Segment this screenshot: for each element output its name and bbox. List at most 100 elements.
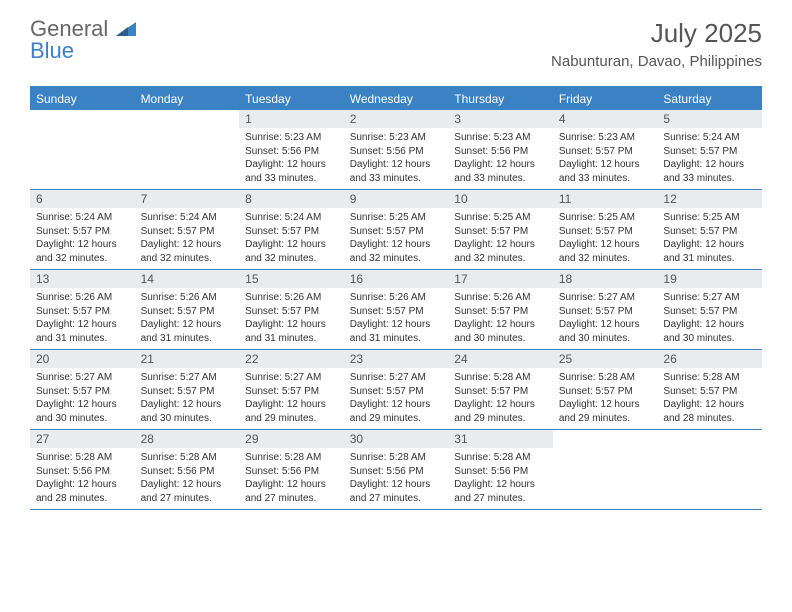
logo-text: General Blue xyxy=(30,18,136,62)
day-data: Sunrise: 5:24 AMSunset: 5:57 PMDaylight:… xyxy=(30,208,135,269)
day-data: Sunrise: 5:27 AMSunset: 5:57 PMDaylight:… xyxy=(30,368,135,429)
day-number: 17 xyxy=(448,270,553,288)
day-cell: 5Sunrise: 5:24 AMSunset: 5:57 PMDaylight… xyxy=(657,110,762,189)
day-number: 5 xyxy=(657,110,762,128)
day-cell: 18Sunrise: 5:27 AMSunset: 5:57 PMDayligh… xyxy=(553,270,658,349)
day-data: Sunrise: 5:28 AMSunset: 5:56 PMDaylight:… xyxy=(448,448,553,509)
day-number: 29 xyxy=(239,430,344,448)
day-header-fri: Friday xyxy=(553,88,658,110)
day-data: Sunrise: 5:27 AMSunset: 5:57 PMDaylight:… xyxy=(239,368,344,429)
logo-triangle-icon xyxy=(116,22,136,36)
day-cell: 14Sunrise: 5:26 AMSunset: 5:57 PMDayligh… xyxy=(135,270,240,349)
day-cell: 10Sunrise: 5:25 AMSunset: 5:57 PMDayligh… xyxy=(448,190,553,269)
day-cell: 19Sunrise: 5:27 AMSunset: 5:57 PMDayligh… xyxy=(657,270,762,349)
day-cell: 21Sunrise: 5:27 AMSunset: 5:57 PMDayligh… xyxy=(135,350,240,429)
day-cell: 23Sunrise: 5:27 AMSunset: 5:57 PMDayligh… xyxy=(344,350,449,429)
day-cell: 8Sunrise: 5:24 AMSunset: 5:57 PMDaylight… xyxy=(239,190,344,269)
day-data: Sunrise: 5:26 AMSunset: 5:57 PMDaylight:… xyxy=(448,288,553,349)
day-number xyxy=(553,430,658,434)
day-number: 19 xyxy=(657,270,762,288)
day-number: 3 xyxy=(448,110,553,128)
day-cell: 3Sunrise: 5:23 AMSunset: 5:56 PMDaylight… xyxy=(448,110,553,189)
day-number: 9 xyxy=(344,190,449,208)
day-data: Sunrise: 5:27 AMSunset: 5:57 PMDaylight:… xyxy=(657,288,762,349)
day-header-mon: Monday xyxy=(135,88,240,110)
day-cell: 7Sunrise: 5:24 AMSunset: 5:57 PMDaylight… xyxy=(135,190,240,269)
day-data: Sunrise: 5:25 AMSunset: 5:57 PMDaylight:… xyxy=(344,208,449,269)
day-data: Sunrise: 5:23 AMSunset: 5:56 PMDaylight:… xyxy=(344,128,449,189)
day-data: Sunrise: 5:28 AMSunset: 5:57 PMDaylight:… xyxy=(553,368,658,429)
location: Nabunturan, Davao, Philippines xyxy=(551,53,762,70)
day-data: Sunrise: 5:26 AMSunset: 5:57 PMDaylight:… xyxy=(30,288,135,349)
day-data: Sunrise: 5:26 AMSunset: 5:57 PMDaylight:… xyxy=(344,288,449,349)
day-cell xyxy=(30,110,135,189)
day-cell: 30Sunrise: 5:28 AMSunset: 5:56 PMDayligh… xyxy=(344,430,449,509)
title-block: July 2025 Nabunturan, Davao, Philippines xyxy=(551,18,762,70)
day-cell: 28Sunrise: 5:28 AMSunset: 5:56 PMDayligh… xyxy=(135,430,240,509)
logo: General Blue xyxy=(30,18,136,62)
day-number: 7 xyxy=(135,190,240,208)
day-cell: 22Sunrise: 5:27 AMSunset: 5:57 PMDayligh… xyxy=(239,350,344,429)
day-cell: 20Sunrise: 5:27 AMSunset: 5:57 PMDayligh… xyxy=(30,350,135,429)
day-data: Sunrise: 5:24 AMSunset: 5:57 PMDaylight:… xyxy=(657,128,762,189)
day-cell: 17Sunrise: 5:26 AMSunset: 5:57 PMDayligh… xyxy=(448,270,553,349)
day-cell: 25Sunrise: 5:28 AMSunset: 5:57 PMDayligh… xyxy=(553,350,658,429)
day-cell: 31Sunrise: 5:28 AMSunset: 5:56 PMDayligh… xyxy=(448,430,553,509)
day-number: 4 xyxy=(553,110,658,128)
day-number: 24 xyxy=(448,350,553,368)
day-header-sun: Sunday xyxy=(30,88,135,110)
day-data: Sunrise: 5:23 AMSunset: 5:56 PMDaylight:… xyxy=(239,128,344,189)
calendar: Sunday Monday Tuesday Wednesday Thursday… xyxy=(30,86,762,510)
day-header-sat: Saturday xyxy=(657,88,762,110)
day-data: Sunrise: 5:27 AMSunset: 5:57 PMDaylight:… xyxy=(135,368,240,429)
day-cell: 2Sunrise: 5:23 AMSunset: 5:56 PMDaylight… xyxy=(344,110,449,189)
day-number: 16 xyxy=(344,270,449,288)
logo-line2: Blue xyxy=(30,38,74,63)
day-number: 2 xyxy=(344,110,449,128)
week-row: 6Sunrise: 5:24 AMSunset: 5:57 PMDaylight… xyxy=(30,190,762,270)
day-data: Sunrise: 5:23 AMSunset: 5:56 PMDaylight:… xyxy=(448,128,553,189)
day-number: 22 xyxy=(239,350,344,368)
day-cell: 26Sunrise: 5:28 AMSunset: 5:57 PMDayligh… xyxy=(657,350,762,429)
month-title: July 2025 xyxy=(551,18,762,49)
day-cell: 24Sunrise: 5:28 AMSunset: 5:57 PMDayligh… xyxy=(448,350,553,429)
day-number: 28 xyxy=(135,430,240,448)
day-cell: 6Sunrise: 5:24 AMSunset: 5:57 PMDaylight… xyxy=(30,190,135,269)
day-data: Sunrise: 5:25 AMSunset: 5:57 PMDaylight:… xyxy=(553,208,658,269)
day-data: Sunrise: 5:28 AMSunset: 5:56 PMDaylight:… xyxy=(30,448,135,509)
day-data: Sunrise: 5:28 AMSunset: 5:57 PMDaylight:… xyxy=(657,368,762,429)
day-data: Sunrise: 5:24 AMSunset: 5:57 PMDaylight:… xyxy=(239,208,344,269)
day-data: Sunrise: 5:28 AMSunset: 5:56 PMDaylight:… xyxy=(135,448,240,509)
day-header-row: Sunday Monday Tuesday Wednesday Thursday… xyxy=(30,88,762,110)
day-data: Sunrise: 5:27 AMSunset: 5:57 PMDaylight:… xyxy=(553,288,658,349)
week-row: 1Sunrise: 5:23 AMSunset: 5:56 PMDaylight… xyxy=(30,110,762,190)
day-cell xyxy=(135,110,240,189)
day-number xyxy=(657,430,762,434)
day-cell: 11Sunrise: 5:25 AMSunset: 5:57 PMDayligh… xyxy=(553,190,658,269)
day-data: Sunrise: 5:28 AMSunset: 5:56 PMDaylight:… xyxy=(344,448,449,509)
header: General Blue July 2025 Nabunturan, Davao… xyxy=(0,0,792,76)
day-data: Sunrise: 5:27 AMSunset: 5:57 PMDaylight:… xyxy=(344,368,449,429)
day-data: Sunrise: 5:23 AMSunset: 5:57 PMDaylight:… xyxy=(553,128,658,189)
day-cell: 27Sunrise: 5:28 AMSunset: 5:56 PMDayligh… xyxy=(30,430,135,509)
week-row: 13Sunrise: 5:26 AMSunset: 5:57 PMDayligh… xyxy=(30,270,762,350)
day-number: 1 xyxy=(239,110,344,128)
week-row: 27Sunrise: 5:28 AMSunset: 5:56 PMDayligh… xyxy=(30,430,762,510)
day-cell: 1Sunrise: 5:23 AMSunset: 5:56 PMDaylight… xyxy=(239,110,344,189)
day-number: 25 xyxy=(553,350,658,368)
day-data: Sunrise: 5:28 AMSunset: 5:57 PMDaylight:… xyxy=(448,368,553,429)
day-header-wed: Wednesday xyxy=(344,88,449,110)
day-number: 31 xyxy=(448,430,553,448)
day-cell: 4Sunrise: 5:23 AMSunset: 5:57 PMDaylight… xyxy=(553,110,658,189)
day-data: Sunrise: 5:26 AMSunset: 5:57 PMDaylight:… xyxy=(135,288,240,349)
day-number: 15 xyxy=(239,270,344,288)
day-cell: 12Sunrise: 5:25 AMSunset: 5:57 PMDayligh… xyxy=(657,190,762,269)
day-number: 10 xyxy=(448,190,553,208)
day-data: Sunrise: 5:25 AMSunset: 5:57 PMDaylight:… xyxy=(448,208,553,269)
day-number xyxy=(135,110,240,114)
day-cell: 9Sunrise: 5:25 AMSunset: 5:57 PMDaylight… xyxy=(344,190,449,269)
day-number: 6 xyxy=(30,190,135,208)
week-row: 20Sunrise: 5:27 AMSunset: 5:57 PMDayligh… xyxy=(30,350,762,430)
day-number: 26 xyxy=(657,350,762,368)
day-cell: 13Sunrise: 5:26 AMSunset: 5:57 PMDayligh… xyxy=(30,270,135,349)
